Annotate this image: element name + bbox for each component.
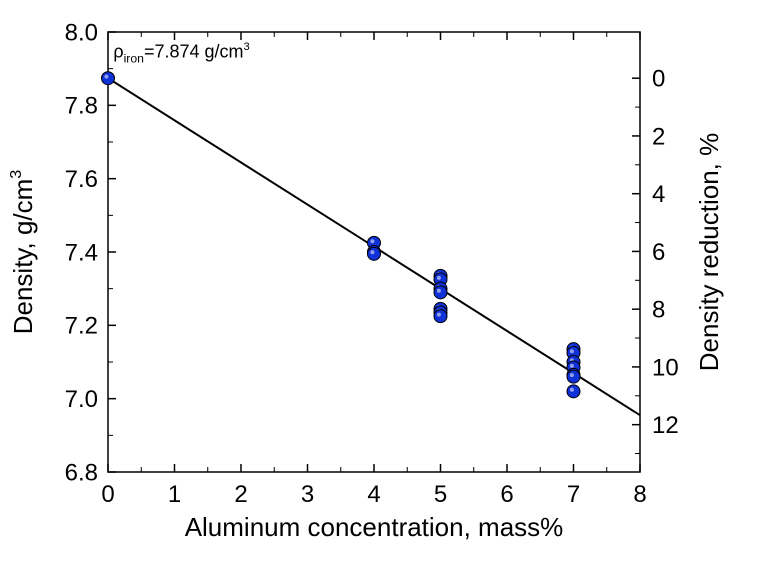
data-point [102, 72, 115, 85]
y-left-tick-label: 7.2 [65, 313, 98, 340]
y-left-axis-label: Density, g/cm3 [7, 170, 38, 335]
data-point-highlight [570, 373, 574, 377]
data-point-highlight [104, 75, 108, 79]
y-right-axis-label: Density reduction, % [694, 133, 724, 371]
y-left-tick-label: 7.6 [65, 166, 98, 193]
x-tick-label: 4 [367, 481, 380, 508]
data-point-highlight [437, 276, 441, 280]
density-chart: 0123456786.87.07.27.47.67.88.0024681012A… [0, 0, 757, 584]
y-left-tick-label: 6.8 [65, 459, 98, 486]
y-left-tick-label: 8.0 [65, 19, 98, 46]
x-tick-label: 1 [168, 481, 181, 508]
svg-text:Density reduction, %: Density reduction, % [694, 133, 724, 371]
data-point-highlight [437, 289, 441, 293]
x-tick-label: 0 [101, 481, 114, 508]
y-left-tick-label: 7.8 [65, 93, 98, 120]
y-left-tick-label: 7.0 [65, 386, 98, 413]
x-tick-label: 5 [434, 481, 447, 508]
x-axis-label: Aluminum concentration, mass% [185, 512, 564, 542]
data-point [567, 385, 580, 398]
y-left-tick-label: 7.4 [65, 239, 98, 266]
data-point-highlight [370, 239, 374, 243]
data-point-highlight [570, 349, 574, 353]
y-right-tick-label: 8 [652, 297, 665, 324]
x-tick-label: 8 [633, 481, 646, 508]
y-right-tick-label: 6 [652, 239, 665, 266]
data-point [434, 286, 447, 299]
y-right-tick-label: 0 [652, 66, 665, 93]
data-point-highlight [370, 250, 374, 254]
y-right-tick-label: 4 [652, 181, 665, 208]
x-tick-label: 7 [567, 481, 580, 508]
chart-svg: 0123456786.87.07.27.47.67.88.0024681012A… [0, 0, 757, 584]
y-right-tick-label: 12 [652, 412, 679, 439]
svg-text:Density, g/cm3: Density, g/cm3 [7, 170, 38, 335]
data-point-highlight [570, 388, 574, 392]
y-right-tick-label: 2 [652, 123, 665, 150]
x-tick-label: 6 [500, 481, 513, 508]
x-tick-label: 3 [301, 481, 314, 508]
data-point-highlight [437, 313, 441, 317]
x-tick-label: 2 [234, 481, 247, 508]
data-point [434, 310, 447, 323]
data-point [567, 370, 580, 383]
data-point-highlight [570, 364, 574, 368]
y-right-tick-label: 10 [652, 354, 679, 381]
data-point [368, 247, 381, 260]
